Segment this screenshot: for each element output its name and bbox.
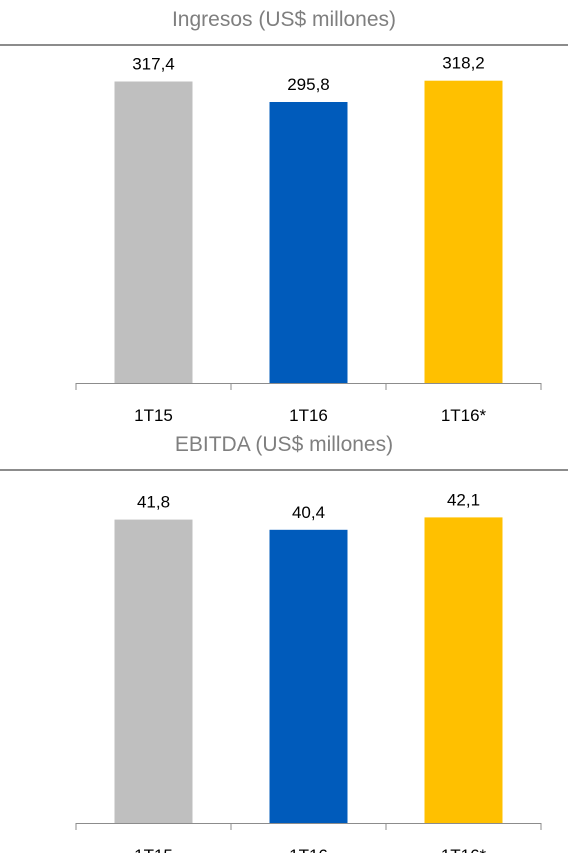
ebitda-value-label-3: 42,1 xyxy=(447,490,480,509)
ingresos-bar-2 xyxy=(269,102,348,383)
ingresos-category-label-2: 1T16 xyxy=(289,406,328,425)
ebitda-value-label-2: 40,4 xyxy=(292,503,325,522)
ingresos-chart-panel: Ingresos (US$ millones) 317,4 1T15 295,8 1T… xyxy=(0,0,568,425)
ebitda-category-label-1: 1T15 xyxy=(134,846,173,853)
ebitda-chart-title: EBITDA (US$ millones) xyxy=(174,433,394,456)
ingresos-bar-chart: 317,4 1T15 295,8 1T16 318,2 1T16* xyxy=(75,54,542,425)
ebitda-category-label-3: 1T16* xyxy=(441,846,487,853)
ingresos-value-label-1: 317,4 xyxy=(132,55,175,74)
ebitda-bar-chart: 41,8 1T15 40,4 1T16 42,1 1T16* xyxy=(75,490,542,853)
ebitda-category-label-2: 1T16 xyxy=(289,846,328,853)
ingresos-value-label-3: 318,2 xyxy=(442,54,485,73)
ebitda-bar-3 xyxy=(424,517,503,823)
ingresos-bar-3 xyxy=(424,80,503,383)
ebitda-title-rule xyxy=(0,469,568,471)
ingresos-category-label-3: 1T16* xyxy=(441,406,487,425)
ebitda-chart-panel: EBITDA (US$ millones) 41,8 1T15 40,4 1T16 42… xyxy=(0,425,568,853)
ingresos-bar-1 xyxy=(114,81,193,383)
ingresos-chart-title: Ingresos (US$ millones) xyxy=(171,8,397,31)
ingresos-title-rule xyxy=(0,44,568,46)
ebitda-value-label-1: 41,8 xyxy=(137,493,170,512)
ingresos-category-label-1: 1T15 xyxy=(134,406,173,425)
ingresos-value-label-2: 295,8 xyxy=(287,75,330,94)
ebitda-bar-1 xyxy=(114,519,193,823)
ebitda-bar-2 xyxy=(269,529,348,823)
